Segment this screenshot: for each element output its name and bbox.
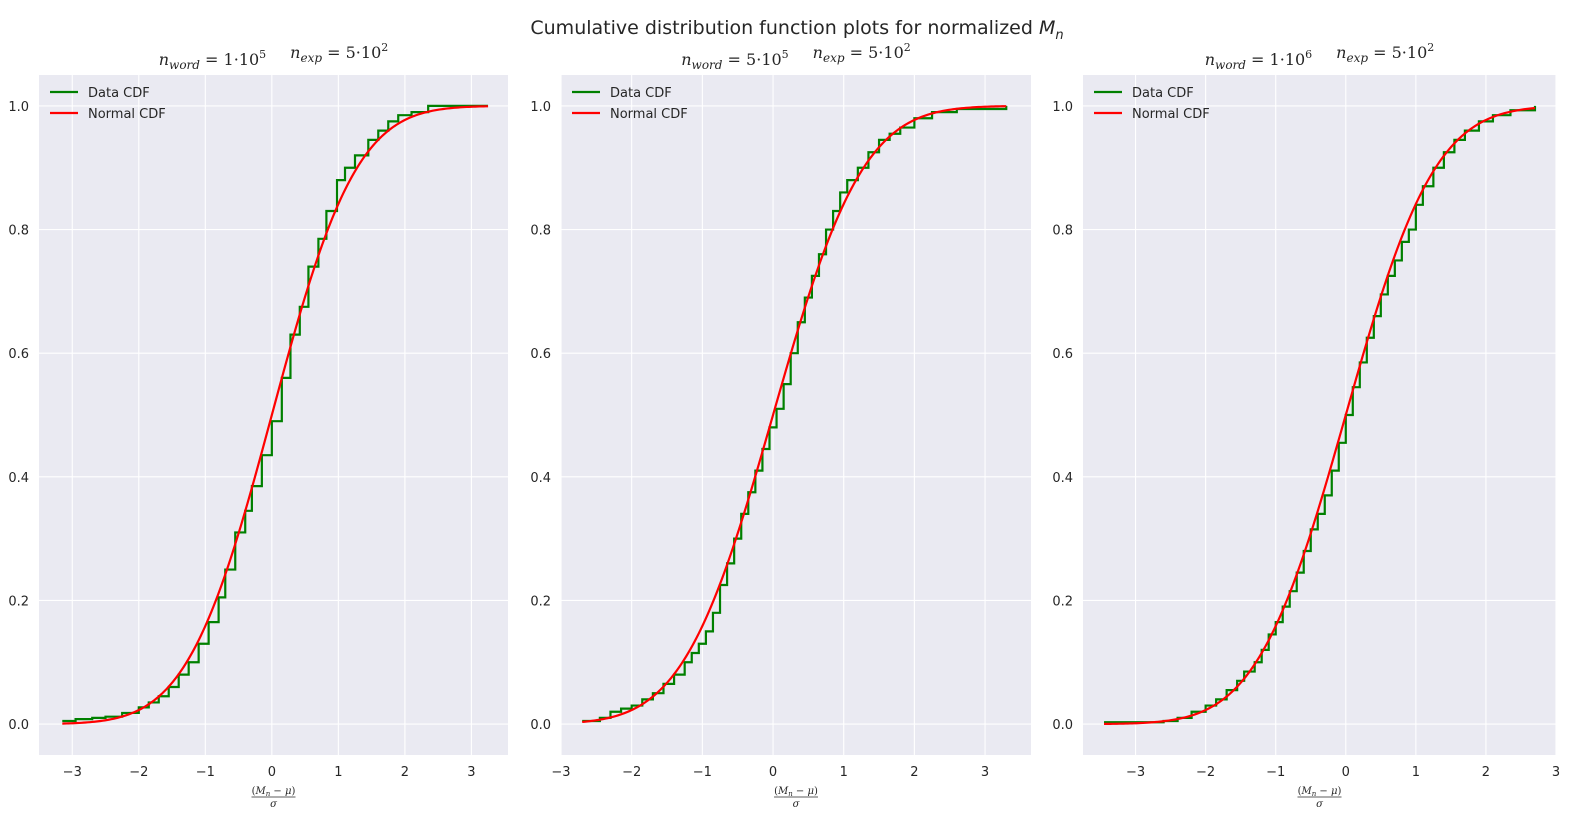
x-axis-label-1: (Mn − μ) (252, 786, 296, 798)
series-group-2 (582, 105, 1008, 724)
subplot-1: −3 −2 −1 0 1 2 3 0.0 0.2 0.4 0.6 0.8 1.0 Data CDF Norm… (8, 41, 508, 810)
x-axis-label-2: (Mn − μ) (774, 786, 818, 798)
x-tick-label: −2 (1196, 765, 1215, 780)
plot-area-1 (39, 75, 508, 755)
x-tick-label: −3 (1126, 765, 1145, 780)
series-group-1 (62, 104, 489, 725)
x-tick-label: −2 (622, 765, 641, 780)
y-tick-label: 0.4 (1052, 471, 1073, 486)
y-tick-label: 0.4 (8, 471, 29, 486)
normal-cdf-line-1 (62, 105, 489, 725)
legend-label: Data CDF (1132, 86, 1194, 101)
y-tick-label: 1.0 (8, 100, 29, 115)
x-tick-label: −1 (693, 765, 712, 780)
series-group-3 (1104, 105, 1537, 726)
x-tick-label: 0 (769, 765, 777, 780)
x-tick-label: 1 (334, 765, 342, 780)
y-tick-label: 0.0 (8, 718, 29, 733)
legend-label: Data CDF (88, 86, 150, 101)
normal-cdf-line-2 (582, 105, 1007, 724)
x-tick-label: 2 (910, 765, 918, 780)
y-tick-label: 0.6 (530, 347, 551, 362)
normal-cdf-line-3 (1104, 106, 1536, 726)
y-tick-label: 0.8 (530, 224, 551, 239)
y-tick-label: 0.2 (8, 594, 29, 609)
x-tick-label: 0 (1342, 765, 1350, 780)
x-tick-label: −3 (551, 765, 570, 780)
x-axis-label-denominator-3: σ (1316, 799, 1324, 810)
legend-label: Normal CDF (1132, 107, 1210, 122)
subplot-2: −3 −2 −1 0 1 2 3 0.0 0.2 0.4 0.6 0.8 1.0 Data CDF Norm… (530, 41, 1031, 810)
x-tick-label: 2 (1482, 765, 1490, 780)
legend-label: Data CDF (610, 86, 672, 101)
y-tick-label: 0.2 (530, 594, 551, 609)
y-tick-label: 0.0 (1052, 718, 1073, 733)
legend-label: Normal CDF (88, 107, 166, 122)
x-tick-label: −2 (129, 765, 148, 780)
x-tick-label: −3 (63, 765, 82, 780)
subplot-3: −3 −2 −1 0 1 2 3 0.0 0.2 0.4 0.6 0.8 1.0 Data CDF Norm… (1052, 41, 1560, 810)
y-tick-label: 1.0 (530, 100, 551, 115)
y-tick-label: 0.2 (1052, 594, 1073, 609)
x-tick-label: 2 (401, 765, 409, 780)
subplot-title-2: nword = 5·105 nexp = 5·102 (681, 41, 911, 72)
x-axis-label-3: (Mn − μ) (1298, 786, 1342, 798)
x-tick-label: 1 (840, 765, 848, 780)
plot-area-2 (561, 75, 1031, 755)
subplot-title-3: nword = 1·106 nexp = 5·102 (1205, 41, 1435, 72)
x-axis-label-denominator-2: σ (793, 799, 801, 810)
y-tick-label: 0.8 (8, 224, 29, 239)
y-tick-label: 1.0 (1052, 100, 1073, 115)
x-tick-label: −1 (1266, 765, 1285, 780)
y-tick-label: 0.0 (530, 718, 551, 733)
y-tick-label: 0.6 (1052, 347, 1073, 362)
plot-area-3 (1083, 75, 1556, 755)
y-tick-label: 0.4 (530, 471, 551, 486)
x-tick-label: 3 (467, 765, 475, 780)
legend-label: Normal CDF (610, 107, 688, 122)
y-tick-label: 0.6 (8, 347, 29, 362)
x-axis-label-denominator-1: σ (270, 799, 278, 810)
x-tick-label: 1 (1412, 765, 1420, 780)
figure-suptitle: Cumulative distribution function plots f… (530, 17, 1063, 43)
subplot-panels: −3 −2 −1 0 1 2 3 0.0 0.2 0.4 0.6 0.8 1.0 Data CDF Norm… (8, 41, 1560, 810)
subplot-title-1: nword = 1·105 nexp = 5·102 (159, 41, 389, 72)
x-tick-label: 0 (268, 765, 276, 780)
x-tick-label: 3 (981, 765, 989, 780)
x-tick-label: −1 (196, 765, 215, 780)
x-tick-label: 3 (1552, 765, 1560, 780)
y-tick-label: 0.8 (1052, 224, 1073, 239)
